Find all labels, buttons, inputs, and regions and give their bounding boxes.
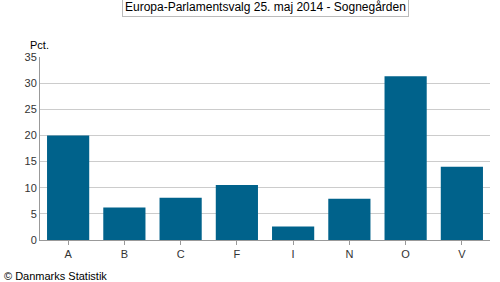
svg-text:35: 35 bbox=[25, 51, 37, 63]
svg-text:V: V bbox=[458, 248, 466, 260]
svg-text:© Danmarks Statistik: © Danmarks Statistik bbox=[4, 270, 107, 282]
svg-text:N: N bbox=[345, 248, 353, 260]
svg-text:C: C bbox=[177, 248, 185, 260]
svg-text:25: 25 bbox=[25, 103, 37, 115]
svg-text:O: O bbox=[401, 248, 410, 260]
svg-text:B: B bbox=[121, 248, 128, 260]
svg-text:0: 0 bbox=[31, 234, 37, 246]
svg-text:I: I bbox=[292, 248, 295, 260]
svg-text:15: 15 bbox=[25, 155, 37, 167]
svg-text:A: A bbox=[64, 248, 72, 260]
svg-text:20: 20 bbox=[25, 129, 37, 141]
svg-text:5: 5 bbox=[31, 208, 37, 220]
svg-text:Europa-Parlamentsvalg 25. maj: Europa-Parlamentsvalg 25. maj 2014 - Sog… bbox=[125, 0, 406, 14]
svg-text:Pct.: Pct. bbox=[30, 39, 49, 51]
svg-text:30: 30 bbox=[25, 77, 37, 89]
svg-text:10: 10 bbox=[25, 182, 37, 194]
svg-text:F: F bbox=[234, 248, 241, 260]
